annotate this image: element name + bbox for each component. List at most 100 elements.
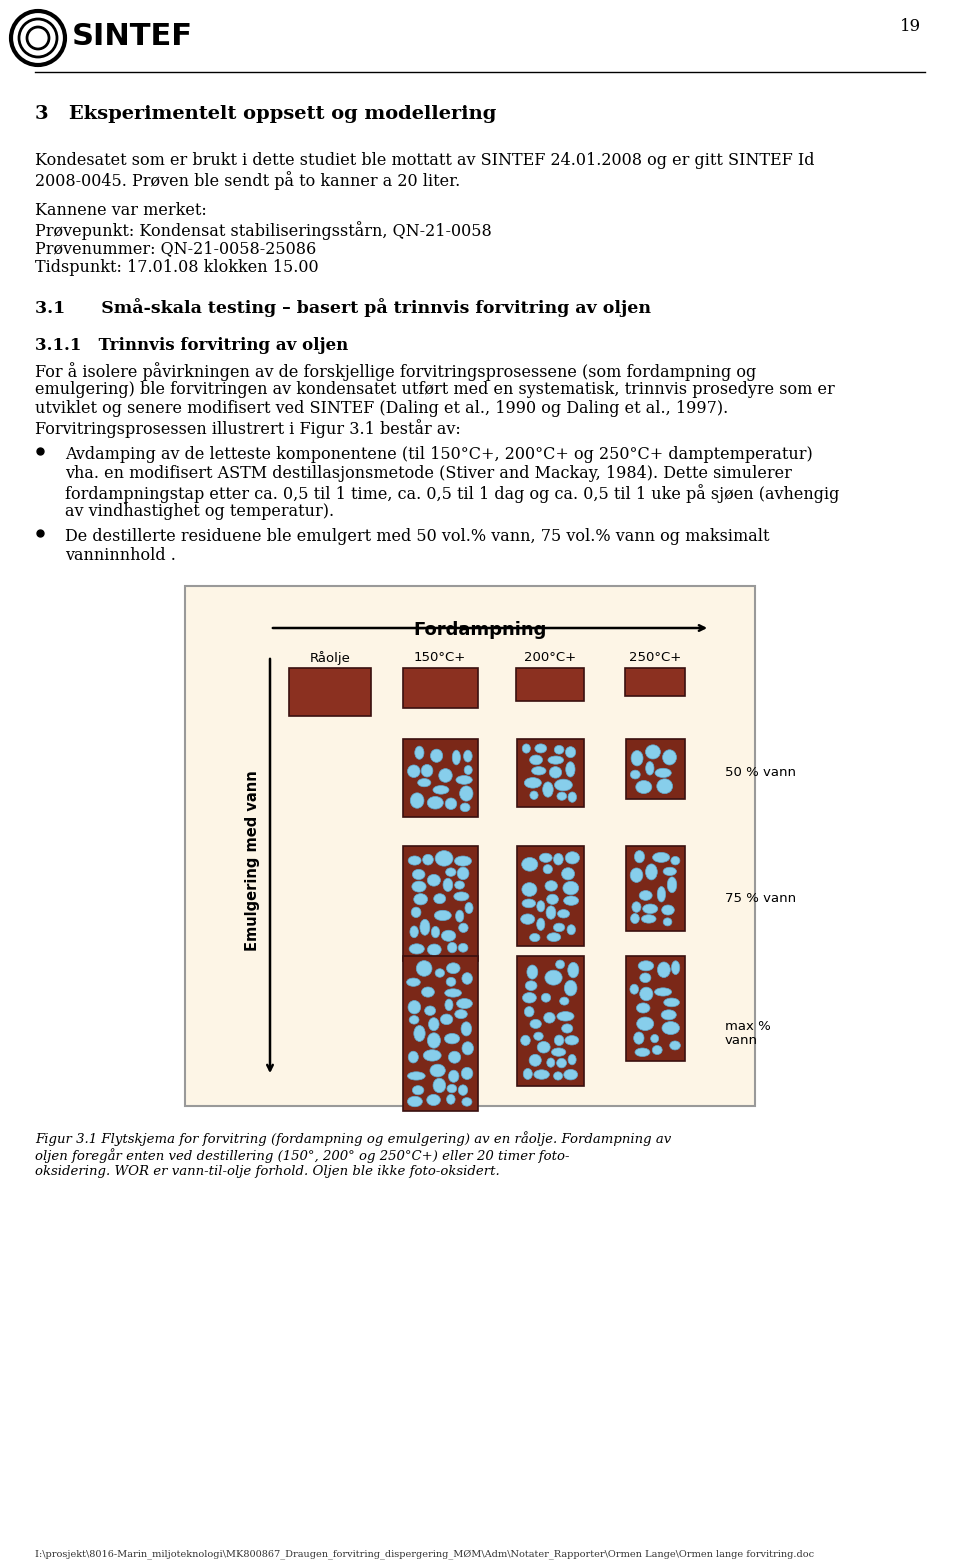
Ellipse shape — [447, 1084, 457, 1092]
Ellipse shape — [557, 1012, 574, 1022]
Text: Fordampning: Fordampning — [414, 621, 546, 639]
Ellipse shape — [671, 961, 680, 975]
Bar — [402, 956, 477, 1111]
Ellipse shape — [558, 909, 569, 918]
Ellipse shape — [459, 923, 468, 932]
Ellipse shape — [456, 910, 464, 921]
Ellipse shape — [446, 978, 456, 986]
Ellipse shape — [447, 942, 457, 953]
Text: 3.1      Små-skala testing – basert på trinnvis forvitring av oljen: 3.1 Små-skala testing – basert på trinnv… — [35, 298, 651, 317]
Ellipse shape — [521, 857, 538, 871]
Ellipse shape — [458, 1084, 468, 1095]
Bar — [516, 846, 584, 946]
Ellipse shape — [530, 791, 539, 799]
Bar — [626, 740, 684, 799]
Ellipse shape — [457, 867, 468, 879]
Ellipse shape — [661, 1009, 676, 1020]
Ellipse shape — [455, 881, 465, 888]
Ellipse shape — [522, 882, 537, 896]
Ellipse shape — [460, 802, 470, 812]
Ellipse shape — [524, 1006, 534, 1017]
Ellipse shape — [630, 984, 638, 993]
Text: 50 % vann: 50 % vann — [725, 766, 796, 779]
Bar — [402, 668, 477, 708]
Text: Forvitringsprosessen illustrert i Figur 3.1 består av:: Forvitringsprosessen illustrert i Figur … — [35, 418, 461, 437]
Ellipse shape — [631, 769, 640, 779]
Ellipse shape — [565, 852, 580, 863]
Ellipse shape — [418, 779, 431, 787]
Ellipse shape — [636, 1017, 654, 1031]
Text: 2008-0045. Prøven ble sendt på to kanner a 20 liter.: 2008-0045. Prøven ble sendt på to kanner… — [35, 171, 460, 190]
Ellipse shape — [446, 1094, 455, 1105]
Ellipse shape — [554, 1072, 563, 1080]
Ellipse shape — [444, 1033, 460, 1044]
Ellipse shape — [538, 1042, 550, 1053]
Ellipse shape — [462, 1042, 473, 1055]
Ellipse shape — [662, 749, 677, 765]
Ellipse shape — [567, 962, 579, 978]
Text: oljen foregår enten ved destillering (150°, 200° og 250°C+) eller 20 timer foto-: oljen foregår enten ved destillering (15… — [35, 1149, 569, 1163]
Ellipse shape — [522, 899, 536, 907]
Ellipse shape — [532, 766, 546, 776]
Ellipse shape — [435, 851, 453, 867]
Ellipse shape — [452, 751, 461, 765]
Ellipse shape — [454, 892, 469, 901]
Ellipse shape — [433, 785, 449, 794]
Ellipse shape — [427, 943, 442, 956]
Ellipse shape — [630, 868, 643, 882]
Ellipse shape — [557, 791, 566, 801]
Ellipse shape — [427, 1094, 441, 1106]
Text: Prøvenummer: QN-21-0058-25086: Prøvenummer: QN-21-0058-25086 — [35, 240, 316, 257]
Ellipse shape — [635, 1048, 650, 1056]
Ellipse shape — [563, 881, 579, 895]
Ellipse shape — [662, 1022, 680, 1034]
Ellipse shape — [408, 765, 420, 777]
Ellipse shape — [635, 851, 644, 863]
Ellipse shape — [420, 920, 430, 935]
Bar — [625, 668, 685, 696]
Ellipse shape — [441, 1014, 453, 1025]
Ellipse shape — [632, 901, 641, 912]
Ellipse shape — [430, 1064, 445, 1077]
Ellipse shape — [564, 1069, 578, 1080]
Text: emulgering) ble forvitringen av kondensatet utført med en systematisk, trinnvis : emulgering) ble forvitringen av kondensa… — [35, 381, 835, 398]
Ellipse shape — [439, 768, 452, 782]
Ellipse shape — [448, 1070, 459, 1083]
Ellipse shape — [435, 968, 444, 978]
Ellipse shape — [551, 1048, 565, 1056]
Ellipse shape — [522, 744, 531, 754]
Ellipse shape — [567, 925, 575, 935]
Text: Tidspunkt: 17.01.08 klokken 15.00: Tidspunkt: 17.01.08 klokken 15.00 — [35, 259, 319, 276]
Ellipse shape — [421, 987, 434, 997]
Ellipse shape — [443, 878, 453, 892]
Ellipse shape — [427, 874, 441, 887]
Text: Avdamping av de letteste komponentene (til 150°C+, 200°C+ og 250°C+ damptemperat: Avdamping av de letteste komponentene (t… — [65, 447, 813, 462]
Text: vha. en modifisert ASTM destillasjonsmetode (Stiver and Mackay, 1984). Dette sim: vha. en modifisert ASTM destillasjonsmet… — [65, 465, 792, 483]
Ellipse shape — [423, 1050, 442, 1061]
Ellipse shape — [543, 865, 552, 874]
Text: 250°C+: 250°C+ — [629, 650, 682, 664]
Text: oksidering. WOR er vann-til-olje forhold. Oljen ble ikke foto-oksidert.: oksidering. WOR er vann-til-olje forhold… — [35, 1164, 500, 1178]
Ellipse shape — [412, 881, 426, 892]
Text: 200°C+: 200°C+ — [524, 650, 576, 664]
Bar — [516, 956, 584, 1086]
Ellipse shape — [422, 854, 433, 865]
Ellipse shape — [414, 893, 427, 904]
Ellipse shape — [427, 1033, 441, 1048]
Ellipse shape — [434, 910, 451, 920]
Ellipse shape — [442, 931, 456, 942]
Ellipse shape — [646, 762, 654, 776]
Text: fordampningstap etter ca. 0,5 til 1 time, ca. 0,5 til 1 dag og ca. 0,5 til 1 uke: fordampningstap etter ca. 0,5 til 1 time… — [65, 484, 839, 503]
Text: Råolje: Råolje — [309, 650, 350, 664]
Ellipse shape — [409, 943, 424, 954]
Ellipse shape — [560, 997, 569, 1004]
Ellipse shape — [634, 1033, 644, 1044]
Text: Emulgering med vann: Emulgering med vann — [245, 771, 259, 951]
Ellipse shape — [549, 766, 562, 779]
Ellipse shape — [414, 1025, 425, 1042]
Ellipse shape — [407, 978, 420, 986]
Ellipse shape — [462, 1097, 472, 1106]
Ellipse shape — [556, 961, 564, 968]
Ellipse shape — [652, 1045, 662, 1055]
Ellipse shape — [461, 1022, 471, 1036]
